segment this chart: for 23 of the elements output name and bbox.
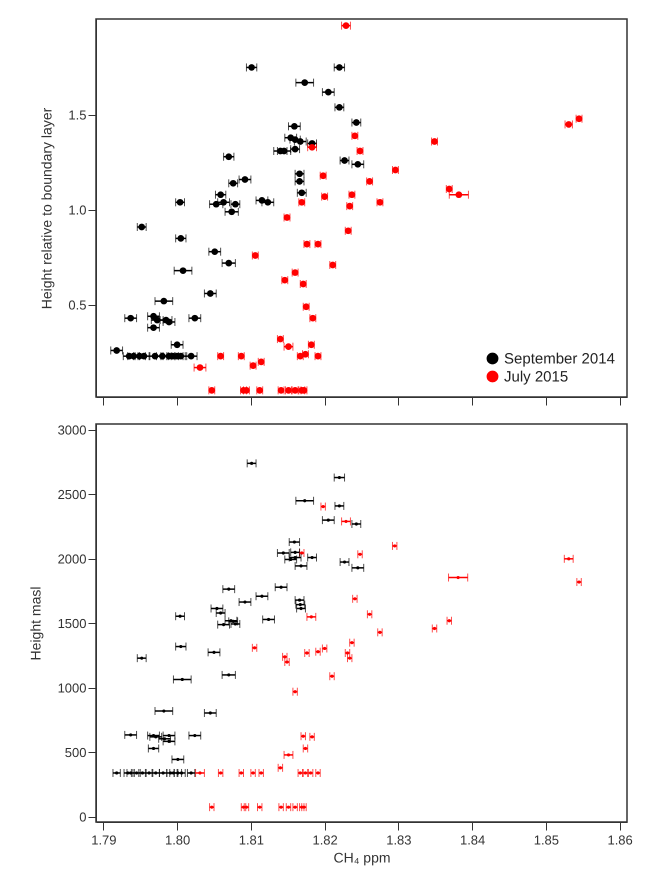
y-tick-label: 1000	[58, 680, 86, 696]
y-tick-label: 0	[79, 809, 86, 824]
x-tick-label: 1.79	[91, 832, 117, 848]
y-tick-label: 1.0	[68, 202, 86, 218]
y-axis-title: Height masl	[28, 586, 44, 660]
x-tick-label: 1.81	[238, 832, 264, 848]
y-tick-label: 1.5	[68, 107, 86, 122]
legend-label: September 2014	[504, 350, 615, 368]
x-tick-label: 1.85	[534, 832, 560, 848]
y-tick-label: 1500	[58, 616, 86, 631]
x-tick-label: 1.82	[312, 832, 338, 848]
x-tick-label: 1.80	[164, 832, 190, 848]
y-tick-label: 0.5	[68, 297, 86, 312]
legend-label: July 2015	[504, 368, 568, 386]
x-tick-label: 1.86	[607, 832, 633, 848]
x-axis-title: CH₄ ppm	[333, 850, 391, 866]
y-tick-label: 2500	[58, 486, 86, 502]
x-tick-label: 1.84	[460, 832, 486, 848]
y-tick-label: 3000	[58, 422, 86, 438]
x-tick-label: 1.83	[386, 832, 412, 848]
y-tick-label: 500	[64, 744, 86, 760]
y-axis-title: Height relative to boundary layer	[38, 107, 54, 310]
y-tick-label: 2000	[58, 551, 86, 566]
